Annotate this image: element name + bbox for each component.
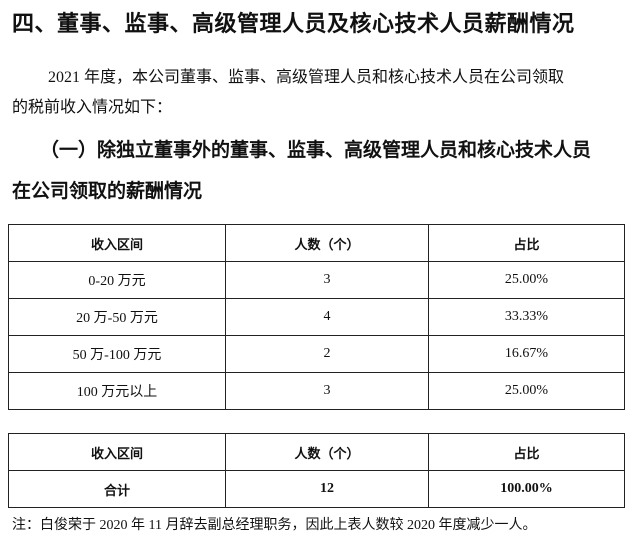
cell: 25.00% [428, 372, 625, 410]
header-cell: 收入区间 [8, 224, 226, 262]
cell: 3 [225, 261, 429, 299]
subheading-line: 在公司领取的薪酬情况 [12, 180, 203, 202]
cell: 2 [225, 335, 429, 373]
cell: 100 万元以上 [8, 372, 226, 410]
header-cell: 收入区间 [8, 433, 226, 471]
table-row: 50 万-100 万元 2 16.67% [8, 335, 625, 373]
footnote: 注：白俊荣于 2020 年 11 月辞去副总经理职务，因此上表人数较 2020 … [12, 518, 537, 533]
table-header-row: 收入区间 人数（个） 占比 [8, 433, 625, 471]
cell: 12 [225, 470, 429, 508]
subheading-line: （一）除独立董事外的董事、监事、高级管理人员和核心技术人员 [40, 139, 592, 161]
header-cell: 占比 [428, 224, 625, 262]
paragraph-line: 2021 年度，本公司董事、监事、高级管理人员和核心技术人员在公司领取 [48, 69, 565, 86]
cell: 3 [225, 372, 429, 410]
cell: 4 [225, 298, 429, 336]
income-distribution-table: 收入区间 人数（个） 占比 0-20 万元 3 25.00% 20 万-50 万元 4… [8, 224, 625, 410]
cell: 33.33% [428, 298, 625, 336]
cell: 50 万-100 万元 [8, 335, 226, 373]
header-cell: 人数（个） [225, 433, 429, 471]
table-header-row: 收入区间 人数（个） 占比 [8, 224, 625, 262]
header-cell: 人数（个） [225, 224, 429, 262]
cell: 16.67% [428, 335, 625, 373]
total-row: 合计 12 100.00% [8, 470, 625, 508]
total-table: 收入区间 人数（个） 占比 合计 12 100.00% [8, 433, 625, 508]
cell: 100.00% [428, 470, 625, 508]
table-row: 20 万-50 万元 4 33.33% [8, 298, 625, 336]
table-row: 100 万元以上 3 25.00% [8, 372, 625, 410]
cell: 0-20 万元 [8, 261, 226, 299]
cell: 合计 [8, 470, 226, 508]
cell: 20 万-50 万元 [8, 298, 226, 336]
table-row: 0-20 万元 3 25.00% [8, 261, 625, 299]
cell: 25.00% [428, 261, 625, 299]
paragraph-line: 的税前收入情况如下： [12, 99, 173, 116]
header-cell: 占比 [428, 433, 625, 471]
section-title: 四、董事、监事、高级管理人员及核心技术人员薪酬情况 [12, 12, 575, 37]
